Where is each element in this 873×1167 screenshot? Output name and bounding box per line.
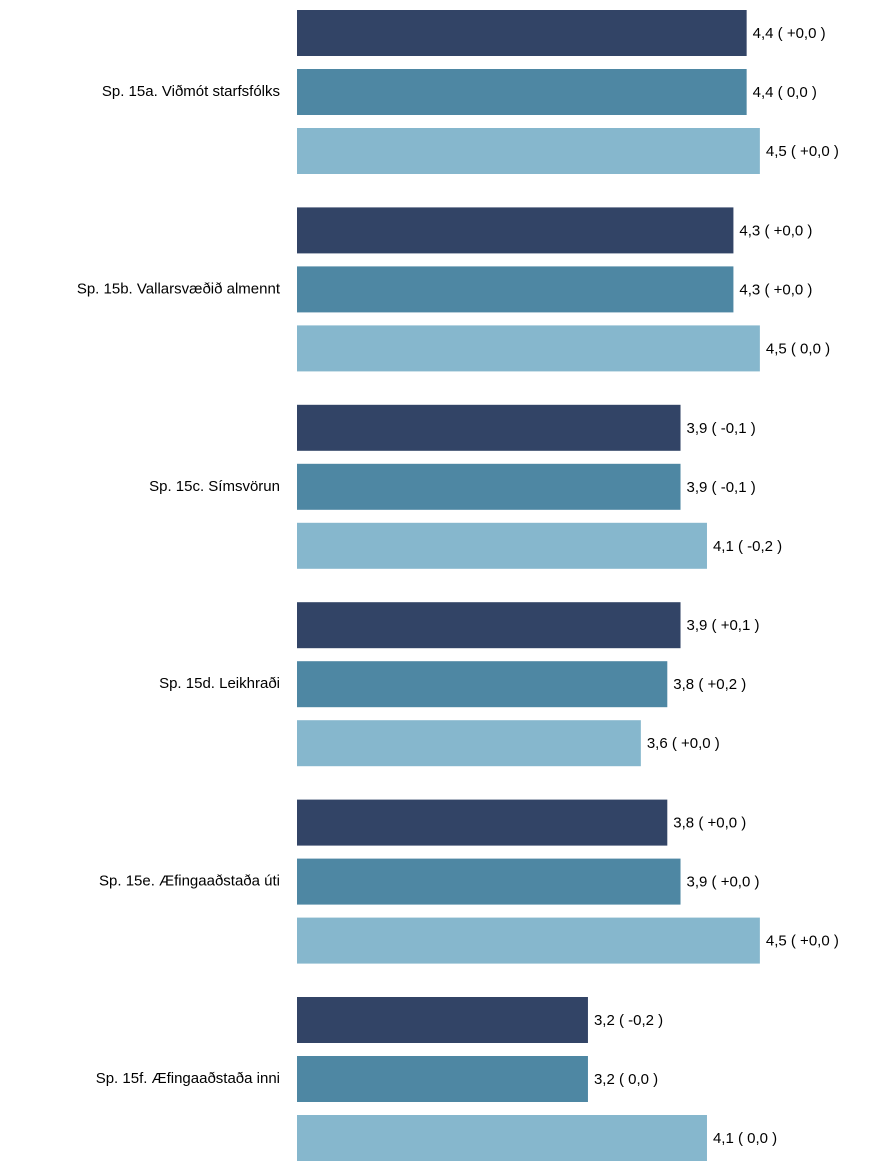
value-label: 3,9 ( +0,1 ): [687, 617, 760, 634]
category-label: Sp. 15b. Vallarsvæðið almennt: [77, 280, 281, 297]
bar: [297, 522, 707, 569]
category-label: Sp. 15c. Símsvörun: [149, 478, 280, 495]
value-label: 3,9 ( -0,1 ): [687, 479, 756, 496]
bar: [297, 602, 681, 649]
value-label: 4,4 ( 0,0 ): [753, 84, 817, 101]
bar: [297, 69, 747, 115]
bar: [297, 10, 747, 56]
bar: [297, 661, 668, 708]
value-label: 4,4 ( +0,0 ): [753, 25, 826, 42]
bar: [297, 266, 734, 313]
value-label: 3,6 ( +0,0 ): [647, 735, 720, 752]
value-label: 4,3 ( +0,0 ): [739, 281, 812, 298]
category-label: Sp. 15e. Æfingaaðstaða úti: [99, 873, 280, 890]
bar: [297, 997, 588, 1043]
bar: [297, 720, 641, 767]
bar: [297, 463, 681, 510]
bar: [297, 128, 760, 174]
value-label: 3,8 ( +0,0 ): [673, 815, 746, 832]
value-label: 3,8 ( +0,2 ): [673, 676, 746, 693]
value-label: 4,3 ( +0,0 ): [739, 222, 812, 239]
bar: [297, 917, 760, 964]
value-label: 4,5 ( +0,0 ): [766, 143, 839, 160]
value-label: 4,1 ( 0,0 ): [713, 1130, 777, 1147]
category-label: Sp. 15a. Viðmót starfsfólks: [102, 83, 280, 100]
bar: [297, 325, 760, 372]
bar: [297, 799, 668, 846]
value-label: 4,5 ( 0,0 ): [766, 340, 830, 357]
bar: [297, 1056, 588, 1102]
value-label: 3,2 ( 0,0 ): [594, 1071, 658, 1088]
bar: [297, 858, 681, 905]
value-label: 3,2 ( -0,2 ): [594, 1012, 663, 1029]
bar: [297, 207, 734, 254]
category-label: Sp. 15d. Leikhraði: [159, 675, 280, 692]
value-label: 4,1 ( -0,2 ): [713, 538, 782, 555]
value-label: 3,9 ( +0,0 ): [687, 874, 760, 891]
category-label: Sp. 15f. Æfingaaðstaða inni: [96, 1070, 280, 1087]
value-label: 3,9 ( -0,1 ): [687, 420, 756, 437]
value-label: 4,5 ( +0,0 ): [766, 933, 839, 950]
bar: [297, 404, 681, 451]
bar: [297, 1115, 707, 1161]
